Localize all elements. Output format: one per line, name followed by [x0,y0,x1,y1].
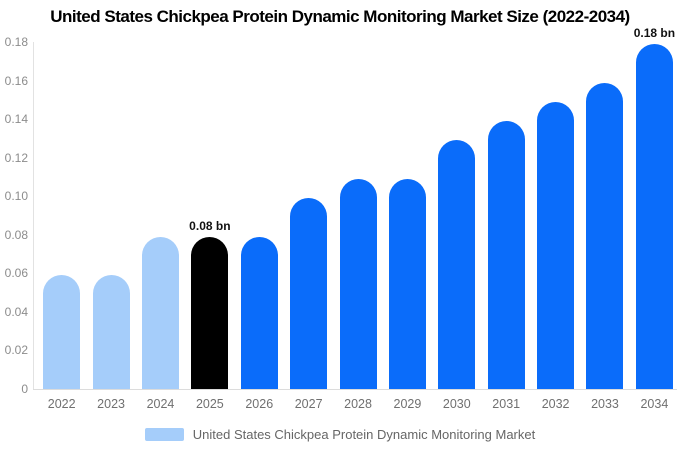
bar-slot: 2033 [580,42,629,411]
y-tick-label: 0 [21,382,28,396]
bar-slot: 2026 [235,42,284,411]
bar-slot: 2032 [531,42,580,411]
legend-label: United States Chickpea Protein Dynamic M… [192,426,536,442]
bar-slot: 2028 [333,42,382,411]
y-tick-label: 0.06 [4,266,28,281]
x-tick-label: 2032 [541,397,570,411]
y-tick-label: 0.12 [4,150,28,165]
x-tick-label: 2028 [344,397,372,411]
x-tick-label: 2031 [492,397,521,411]
bars: 2022 2023 2024 0.08 bn 2025 2026 2027 2028 2029 2… [37,26,679,411]
x-tick-label: 2030 [442,397,471,411]
x-tick-label: 2034 [640,397,669,411]
bar-2030[interactable] [438,140,476,389]
x-tick-label: 2025 [195,397,224,411]
bar-2025[interactable] [191,236,229,389]
x-tick-label: 2024 [146,397,175,411]
x-tick-label: 2033 [591,397,619,411]
bar-2027[interactable] [290,198,328,389]
y-tick-label: 0.16 [4,73,28,88]
legend-swatch-icon [144,427,184,441]
bar-slot: 2030 [432,42,481,411]
y-axis-line [33,42,34,389]
bar-slot: 2023 [86,42,135,411]
x-tick-label: 2026 [245,397,274,411]
bar-slot: 2027 [284,42,333,411]
x-axis-baseline [33,389,677,390]
bar-2026[interactable] [240,236,278,389]
bar-2022[interactable] [43,275,81,389]
legend-item[interactable]: United States Chickpea Protein Dynamic M… [0,426,680,442]
y-tick-label: 0.10 [4,189,28,204]
bar-value-label: 0.18 bn [633,25,676,40]
chart-title: United States Chickpea Protein Dynamic M… [50,7,630,26]
y-tick-label: 0.08 [4,227,28,242]
bar-2034[interactable] [635,43,673,389]
y-tick-label: 0.14 [4,112,28,127]
x-tick-label: 2023 [97,397,125,411]
y-tick-label: 0.04 [4,304,28,319]
x-tick-label: 2027 [294,397,323,411]
x-tick-label: 2022 [47,397,76,411]
bar-2024[interactable] [141,236,179,389]
bar-slot: 2029 [383,42,432,411]
bar-slot: 0.08 bn 2025 [185,42,234,411]
bar-2023[interactable] [92,275,130,389]
bar-2028[interactable] [339,178,377,389]
bar-2033[interactable] [586,82,624,389]
y-tick-label: 0.18 [4,35,28,49]
bar-value-label: 0.08 bn [189,218,231,233]
bar-2032[interactable] [537,101,575,389]
bar-2029[interactable] [388,178,426,389]
y-tick-label: 0.02 [4,343,28,358]
x-tick-label: 2029 [393,397,422,411]
bar-slot: 2024 [136,42,185,411]
bar-slot: 2031 [482,42,531,411]
bar-slot: 0.18 bn 2034 [630,26,679,411]
bar-2031[interactable] [487,121,525,389]
bar-slot: 2022 [37,42,86,411]
